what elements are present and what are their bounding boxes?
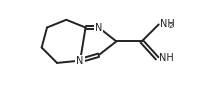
Text: 2: 2 xyxy=(169,23,173,29)
Text: N: N xyxy=(95,23,102,32)
Text: N: N xyxy=(77,56,84,66)
Text: NH: NH xyxy=(160,19,175,29)
Text: NH: NH xyxy=(159,53,174,63)
